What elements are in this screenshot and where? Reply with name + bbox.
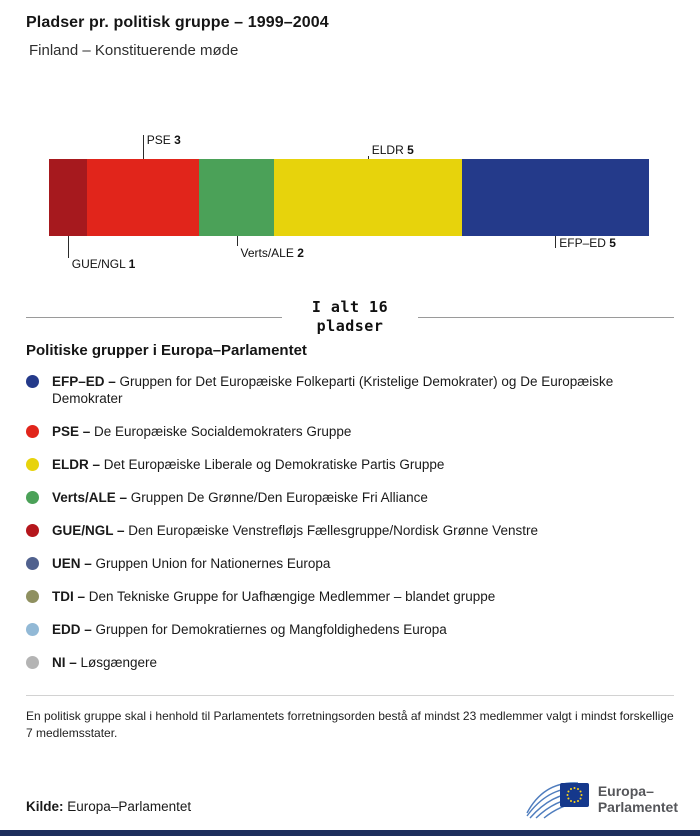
bar-label-eldr: ELDR 5 [372, 144, 414, 157]
legend-item-edd: EDD – Gruppen for Demokratiernes og Mang… [26, 621, 626, 638]
bar-label-pse: PSE 3 [147, 134, 181, 147]
bar-label-value: 2 [297, 246, 304, 260]
bar-label-tick-pse [142, 135, 144, 159]
legend-item-desc: Gruppen Union for Nationernes Europa [95, 556, 331, 571]
ep-logo-text-line1: Europa– [597, 782, 654, 799]
legend-dot-uen [26, 557, 39, 570]
stacked-bar [49, 159, 649, 236]
legend-dot-pse [26, 425, 39, 438]
legend-item-text: GUE/NGL – Den Europæiske Venstrefløjs Fæ… [52, 522, 538, 539]
divider-line-left [26, 316, 282, 318]
legend-item-text: ELDR – Det Europæiske Liberale og Demokr… [52, 456, 444, 473]
legend-item-desc: Den Tekniske Gruppe for Uafhængige Medle… [88, 589, 496, 604]
bar-label-name: PSE [146, 133, 175, 147]
legend-dot-tdi [26, 590, 39, 603]
legend-item-text: PSE – De Europæiske Socialdemokraters Gr… [52, 423, 351, 440]
bar-label-tick-verts-ale [236, 236, 238, 246]
bar-label-efp-ed: EFP–ED 5 [559, 237, 616, 250]
bar-label-verts-ale: Verts/ALE 2 [241, 247, 304, 260]
bar-label-name: ELDR [371, 143, 408, 157]
bar-label-name: EFP–ED [559, 236, 610, 250]
legend-item-tdi: TDI – Den Tekniske Gruppe for Uafhængige… [26, 588, 626, 605]
legend-item-uen: UEN – Gruppen Union for Nationernes Euro… [26, 555, 626, 572]
bar-label-value: 5 [609, 236, 616, 250]
legend-item-abbr: NI – [52, 655, 81, 670]
legend-list: EFP–ED – Gruppen for Det Europæiske Folk… [26, 373, 674, 671]
legend-item-desc: Gruppen De Grønne/Den Europæiske Fri All… [130, 490, 428, 505]
bar-segment-gue-ngl [49, 159, 87, 236]
bar-segment-pse [86, 159, 199, 236]
ep-logo-text-line2: Parlamentet [597, 798, 678, 815]
legend-item-verts-ale: Verts/ALE – Gruppen De Grønne/Den Europæ… [26, 489, 626, 506]
legend-item-gue-ngl: GUE/NGL – Den Europæiske Venstrefløjs Fæ… [26, 522, 626, 539]
bar-label-value: 3 [174, 133, 181, 147]
legend-item-abbr: GUE/NGL – [52, 523, 129, 538]
legend-dot-ni [26, 656, 39, 669]
legend-item-abbr: Verts/ALE – [52, 490, 131, 505]
footnote-divider [26, 695, 674, 696]
bar-label-name: GUE/NGL [71, 257, 129, 271]
legend-item-desc: De Europæiske Socialdemokraters Gruppe [94, 424, 352, 439]
legend-dot-edd [26, 623, 39, 636]
legend-item-desc: Gruppen for Det Europæiske Folkeparti (K… [52, 374, 614, 406]
legend-item-desc: Løsgængere [80, 655, 158, 670]
legend-item-abbr: PSE – [52, 424, 95, 439]
legend-item-pse: PSE – De Europæiske Socialdemokraters Gr… [26, 423, 626, 440]
legend-item-abbr: UEN – [52, 556, 96, 571]
legend-item-text: EDD – Gruppen for Demokratiernes og Mang… [52, 621, 447, 638]
legend-dot-verts-ale [26, 491, 39, 504]
page-subtitle: Finland – Konstituerende møde [29, 42, 239, 59]
legend-item-abbr: ELDR – [52, 457, 104, 472]
ep-logo-mark-icon [526, 773, 590, 824]
bottom-accent-bar [0, 830, 700, 836]
bar-segment-verts-ale [199, 159, 274, 236]
bar-label-tick-gue-ngl [67, 236, 69, 258]
eu-flag-icon [559, 783, 589, 807]
legend-item-efp-ed: EFP–ED – Gruppen for Det Europæiske Folk… [26, 373, 626, 407]
bar-label-name: Verts/ALE [240, 246, 298, 260]
source: Kilde: Europa–Parlamentet [26, 799, 191, 814]
legend-dot-eldr [26, 458, 39, 471]
divider-line-right [418, 316, 674, 318]
legend-dot-efp-ed [26, 375, 39, 388]
bar-label-value: 1 [128, 257, 136, 271]
ep-logo-text: Europa– Parlamentet [598, 783, 678, 815]
bar-label-value: 5 [407, 143, 414, 157]
legend-item-text: EFP–ED – Gruppen for Det Europæiske Folk… [52, 373, 626, 407]
legend-item-text: UEN – Gruppen Union for Nationernes Euro… [52, 555, 330, 572]
source-value: Europa–Parlamentet [67, 799, 192, 814]
legend-item-abbr: TDI – [52, 589, 89, 604]
legend-item-text: TDI – Den Tekniske Gruppe for Uafhængige… [52, 588, 495, 605]
page-title: Pladser pr. politisk gruppe – 1999–2004 [26, 14, 329, 31]
legend-heading: Politiske grupper i Europa–Parlamentet [26, 342, 307, 359]
bar-label-tick-eldr [367, 156, 369, 159]
bar-label-gue-ngl: GUE/NGL 1 [72, 258, 136, 271]
legend-item-desc: Den Europæiske Venstrefløjs Fællesgruppe… [128, 523, 538, 538]
legend-item-abbr: EDD – [52, 622, 96, 637]
bar-label-tick-efp-ed [555, 236, 557, 248]
seats-stacked-bar-chart: GUE/NGL 1 PSE 3 Verts/ALE 2 ELDR 5 EFP–ED 5 [49, 129, 649, 276]
legend-dot-gue-ngl [26, 524, 39, 537]
ep-logo: Europa– Parlamentet [526, 773, 678, 824]
legend-item-ni: NI – Løsgængere [26, 654, 626, 671]
legend-item-eldr: ELDR – Det Europæiske Liberale og Demokr… [26, 456, 626, 473]
bar-segment-efp-ed [461, 159, 649, 236]
legend-item-text: NI – Løsgængere [52, 654, 157, 671]
legend-item-text: Verts/ALE – Gruppen De Grønne/Den Europæ… [52, 489, 428, 506]
footnote: En politisk gruppe skal i henhold til Pa… [26, 709, 674, 740]
source-row: Kilde: Europa–Parlamentet [26, 773, 678, 824]
total-seats-label: I alt 16 pladser [311, 298, 389, 335]
total-divider: I alt 16 pladser [26, 298, 674, 336]
source-label: Kilde: [26, 799, 64, 814]
legend-item-abbr: EFP–ED – [52, 374, 120, 389]
legend-item-desc: Gruppen for Demokratiernes og Mangfoldig… [95, 622, 447, 637]
legend-item-desc: Det Europæiske Liberale og Demokratiske … [103, 457, 445, 472]
bar-segment-eldr [274, 159, 462, 236]
